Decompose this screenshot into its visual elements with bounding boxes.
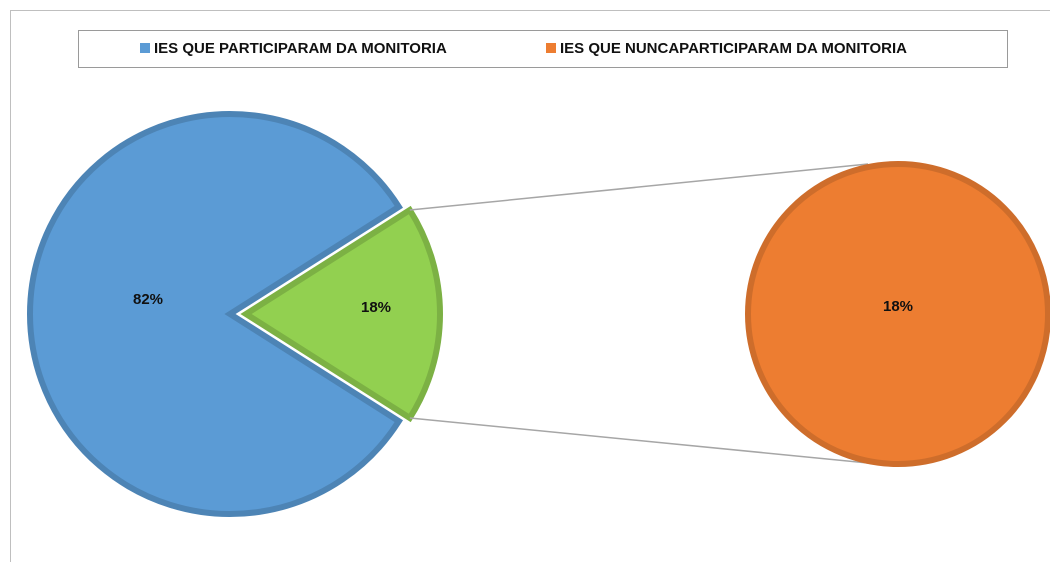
- legend-label: IES QUE PARTICIPARAM DA MONITORIA: [154, 40, 447, 57]
- legend-box: [78, 30, 1008, 68]
- pie-slice: [27, 111, 404, 517]
- pie-slice: [240, 205, 443, 423]
- legend-label: IES QUE NUNCAPARTICIPARAM DA MONITORIA: [560, 40, 907, 57]
- connector-line: [409, 163, 869, 211]
- data-label: 18%: [361, 299, 391, 316]
- data-label: 82%: [133, 291, 163, 308]
- data-label: 18%: [883, 298, 913, 315]
- connector-line: [409, 417, 879, 465]
- legend-swatch: [546, 43, 556, 53]
- legend-swatch: [140, 43, 150, 53]
- pie-slice: [745, 161, 1050, 467]
